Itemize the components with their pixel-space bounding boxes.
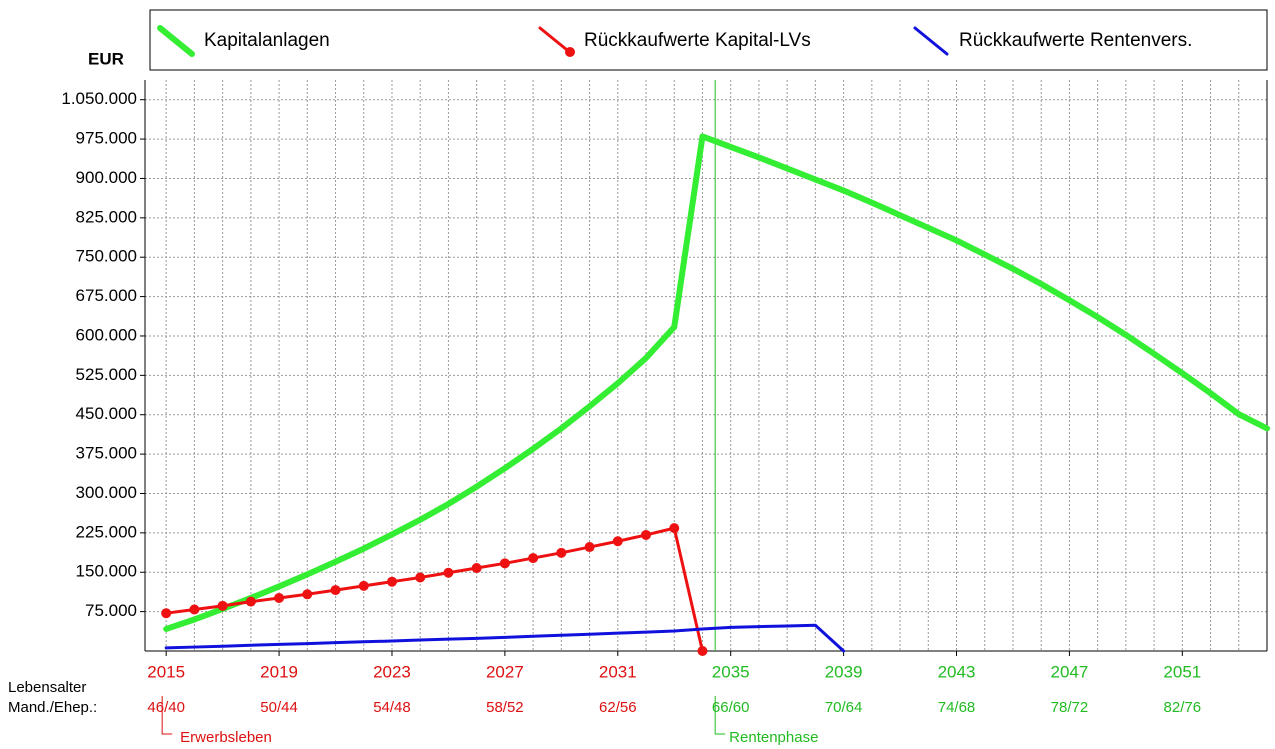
legend-box <box>149 9 1268 71</box>
legend-icon <box>157 25 195 57</box>
series-dot <box>612 536 623 547</box>
age-label: 54/48 <box>373 699 411 716</box>
y-tick-label: 75.000 <box>85 601 137 620</box>
x-tick-label: 2015 <box>147 662 185 681</box>
y-tick-label: 375.000 <box>76 444 137 463</box>
y-tick-label: 675.000 <box>76 286 137 305</box>
annotation: Erwerbsleben <box>180 729 272 746</box>
legend-label: Rückkaufwerte Kapital-LVs <box>584 30 811 51</box>
age-label: 78/72 <box>1051 699 1089 716</box>
y-tick-label: 150.000 <box>76 562 137 581</box>
series-dot <box>330 585 341 596</box>
series-dot <box>669 523 680 534</box>
series-line <box>164 623 846 653</box>
series-dot <box>556 547 567 558</box>
y-tick-label: 300.000 <box>76 483 137 502</box>
series-dot <box>302 589 313 600</box>
series-dot <box>161 608 172 619</box>
x-tick-label: 2043 <box>938 662 976 681</box>
age-label: 66/60 <box>712 699 750 716</box>
series-dot <box>443 567 454 578</box>
y-tick-label: 600.000 <box>76 325 137 344</box>
y-tick-label: 975.000 <box>76 129 137 148</box>
legend-label: Kapitalanlagen <box>204 30 330 51</box>
series-dot <box>189 604 200 615</box>
series-dot <box>217 600 228 611</box>
series-dot <box>274 592 285 603</box>
bracket <box>714 696 726 735</box>
x-tick-label: 2023 <box>373 662 411 681</box>
y-tick-label: 525.000 <box>76 365 137 384</box>
y-tick-label: 450.000 <box>76 404 137 423</box>
series-dot <box>415 572 426 583</box>
y-tick-label: 825.000 <box>76 207 137 226</box>
x-tick-label: 2047 <box>1051 662 1089 681</box>
age-label: 50/44 <box>260 699 298 716</box>
age-label: 62/56 <box>599 699 637 716</box>
plot-area <box>145 80 1267 651</box>
series-dot <box>641 529 652 540</box>
annotation: Rentenphase <box>729 729 818 746</box>
x-tick-label: 2051 <box>1163 662 1201 681</box>
series-dot <box>245 596 256 607</box>
age-label: 82/76 <box>1164 699 1202 716</box>
legend-icon <box>913 26 949 56</box>
x-tick-label: 2031 <box>599 662 637 681</box>
x-tick-label: 2019 <box>260 662 298 681</box>
series-line <box>163 133 1270 632</box>
x-tick-label: 2035 <box>712 662 750 681</box>
legend-icon-dot <box>565 47 575 57</box>
age-label: 46/40 <box>147 699 185 716</box>
age-title: Lebensalter <box>8 679 86 696</box>
age-label: 70/64 <box>825 699 863 716</box>
series-dot <box>386 576 397 587</box>
series-dot <box>584 542 595 553</box>
x-tick-label: 2039 <box>825 662 863 681</box>
series-dot <box>499 558 510 569</box>
y-tick-label: 750.000 <box>76 247 137 266</box>
age-label: 74/68 <box>938 699 976 716</box>
y-unit: EUR <box>88 49 124 68</box>
y-tick-label: 900.000 <box>76 168 137 187</box>
series-dot <box>697 646 708 656</box>
series-dot <box>471 563 482 574</box>
bracket <box>161 696 173 735</box>
y-tick-label: 1.050.000 <box>61 89 137 108</box>
x-tick-label: 2027 <box>486 662 524 681</box>
age-subtitle: Mand./Ehep.: <box>8 699 97 716</box>
series-dot <box>528 553 539 564</box>
series-dot <box>358 580 369 591</box>
age-label: 58/52 <box>486 699 524 716</box>
y-tick-label: 225.000 <box>76 522 137 541</box>
legend-label: Rückkaufwerte Rentenvers. <box>959 30 1192 51</box>
